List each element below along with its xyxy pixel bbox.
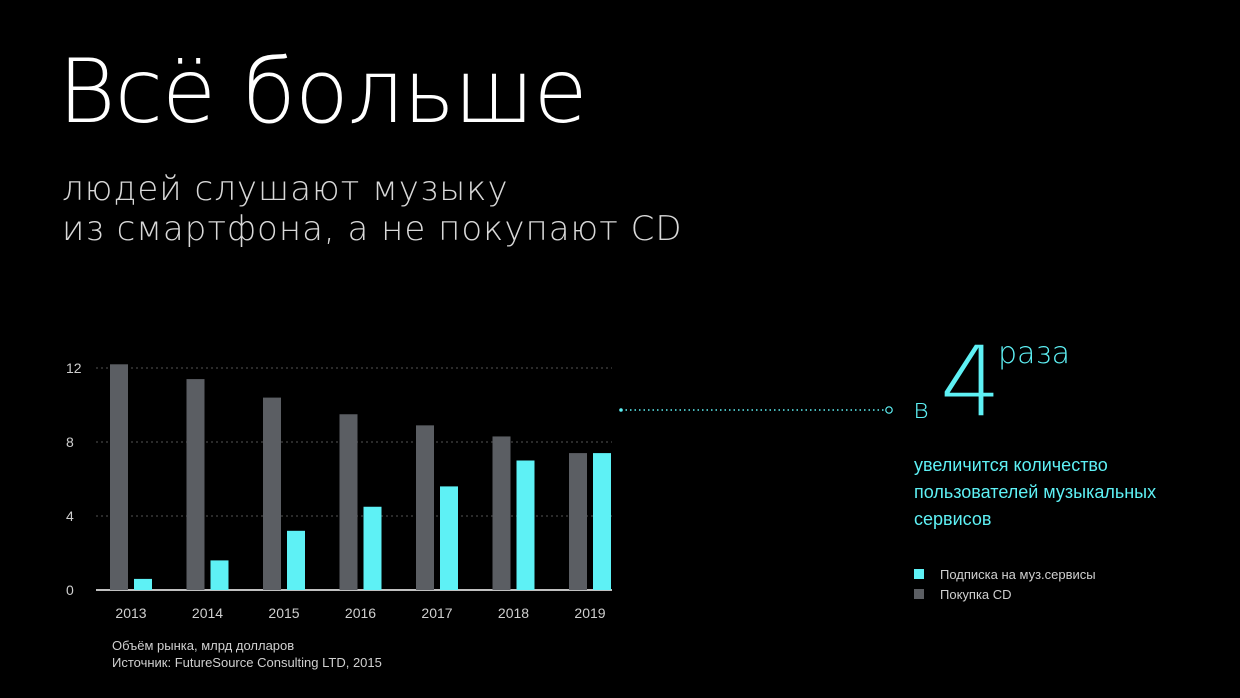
bar-subscription-2019	[593, 453, 611, 590]
bar-cd-2019	[569, 453, 587, 590]
bars	[110, 364, 611, 590]
y-tick-label: 8	[66, 434, 74, 450]
callout-prefix: в	[913, 392, 930, 425]
x-tick-label: 2018	[498, 605, 529, 621]
callout-text: увеличится количество пользователей музы…	[914, 455, 1157, 529]
legend-label-subscription: Подписка на муз.сервисы	[940, 566, 1096, 582]
footnote-source: Источник: FutureSource Consulting LTD, 2…	[112, 655, 382, 670]
x-tick-label: 2016	[345, 605, 376, 621]
connector-end-circle	[885, 406, 893, 414]
bar-subscription-2017	[440, 486, 458, 590]
callout-number: 4	[940, 326, 1002, 438]
bar-subscription-2015	[287, 530, 305, 590]
x-tick-label: 2013	[115, 605, 146, 621]
connector-start-dot	[619, 408, 623, 412]
bar-cd-2013	[110, 364, 128, 590]
legend: Подписка на муз.сервисы Покупка CD	[914, 564, 1096, 604]
bar-subscription-2013	[134, 578, 152, 590]
legend-item-cd: Покупка CD	[914, 584, 1096, 604]
subline-1: людей слушают музыку	[62, 169, 509, 209]
x-tick-label: 2017	[421, 605, 452, 621]
legend-swatch-subscription	[914, 569, 924, 579]
bar-cd-2015	[263, 397, 281, 590]
legend-label-cd: Покупка CD	[940, 586, 1012, 602]
bar-cd-2018	[492, 436, 511, 590]
callout-suffix: раза	[998, 336, 1071, 371]
bar-cd-2014	[186, 379, 205, 590]
headline: Всё больше	[58, 40, 588, 143]
bar-subscription-2014	[210, 560, 229, 590]
bar-cd-2016	[339, 414, 358, 590]
axis-labels: 0 4 8 12 2013 2014 2015 2016 2017 2018 2019	[66, 360, 606, 621]
y-tick-label: 4	[66, 508, 74, 524]
legend-item-subscription: Подписка на муз.сервисы	[914, 564, 1096, 584]
legend-swatch-cd	[914, 589, 924, 599]
x-tick-label: 2019	[574, 605, 605, 621]
footnote-units: Объём рынка, млрд долларов	[112, 638, 295, 653]
bar-subscription-2018	[516, 460, 535, 590]
bar-cd-2017	[416, 425, 434, 590]
x-tick-label: 2015	[268, 605, 299, 621]
x-tick-label: 2014	[192, 605, 223, 621]
y-tick-label: 12	[66, 360, 82, 376]
callout-connector	[619, 406, 893, 414]
subline-2: из смартфона, а не покупают CD	[62, 209, 683, 249]
bar-subscription-2016	[363, 506, 382, 590]
y-tick-label: 0	[66, 582, 74, 598]
